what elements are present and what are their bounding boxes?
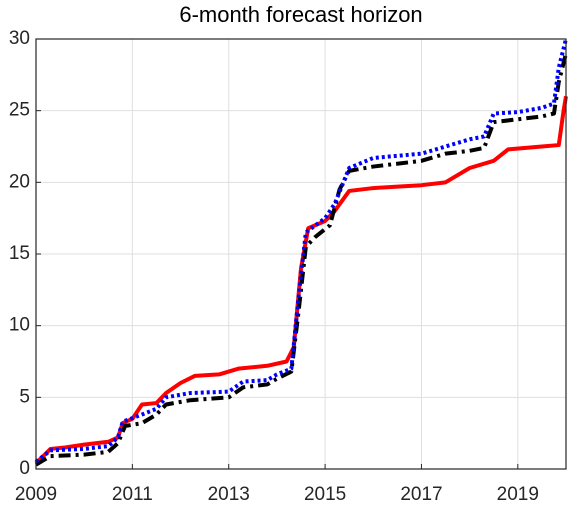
y-tick-label: 5 <box>19 386 30 407</box>
y-tick-label: 25 <box>9 100 30 121</box>
y-tick-label: 20 <box>9 171 30 192</box>
x-tick-label: 2009 <box>15 484 57 505</box>
x-tick-label: 2015 <box>304 484 346 505</box>
y-tick-label: 10 <box>9 315 30 336</box>
chart-title: 6-month forecast horizon <box>179 2 422 27</box>
series-line <box>34 38 568 464</box>
axes-box <box>35 38 567 470</box>
y-tick-label: 30 <box>9 28 30 49</box>
x-tick-label: 2019 <box>497 484 539 505</box>
x-tick-label: 2013 <box>208 484 250 505</box>
y-tick-label: 0 <box>19 458 30 479</box>
x-tick-label: 2011 <box>112 484 153 505</box>
x-tick-label: 2017 <box>400 484 442 505</box>
y-tick-label: 15 <box>9 243 30 264</box>
